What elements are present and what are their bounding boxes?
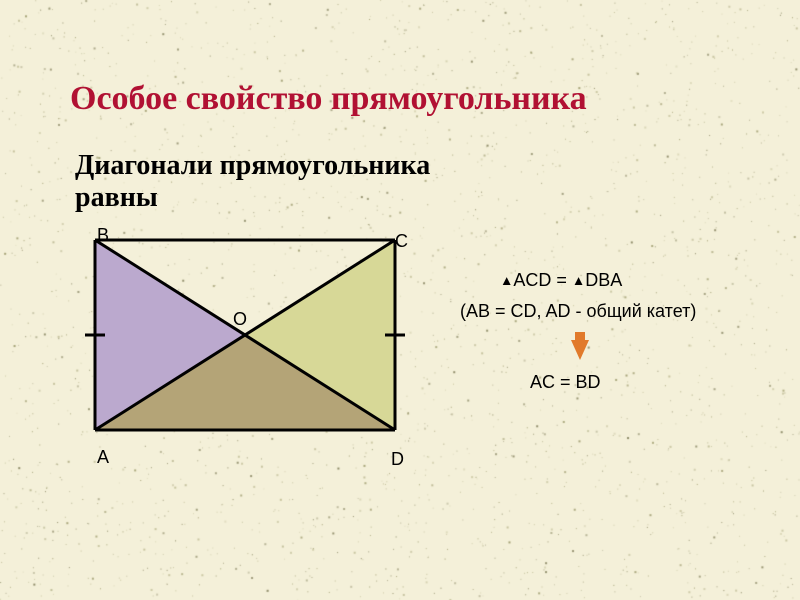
proof-congruence: ▲ACD = ▲DBA	[460, 270, 800, 291]
slide-subtitle: Диагонали прямоугольника равны	[75, 150, 430, 214]
proof-l1b: DBA	[585, 270, 622, 290]
subtitle-line1: Диагонали прямоугольника	[75, 150, 430, 182]
slide-content: Особое свойство прямоугольника Диагонали…	[0, 0, 800, 600]
proof-block: ▲ACD = ▲DBA (AB = CD, AD - общий катет) …	[460, 270, 800, 403]
subtitle-line2: равны	[75, 182, 430, 214]
triangle-icon: ▲	[572, 273, 585, 288]
center-o-label: O	[233, 309, 247, 330]
rectangle-svg	[80, 220, 410, 450]
proof-arrow-wrap	[460, 332, 800, 372]
vertex-a-label: A	[97, 447, 109, 468]
vertex-d-label: D	[391, 449, 404, 470]
proof-l1a: ACD =	[513, 270, 572, 290]
slide-title: Особое свойство прямоугольника	[70, 80, 587, 118]
vertex-c-label: C	[395, 231, 408, 252]
rectangle-diagram: A B C D O	[80, 220, 410, 455]
proof-conclusion: AC = BD	[460, 372, 800, 393]
triangle-icon: ▲	[500, 273, 513, 288]
proof-reason: (AB = CD, AD - общий катет)	[460, 301, 800, 322]
vertex-b-label: B	[97, 225, 109, 246]
arrow-down-icon	[571, 340, 589, 360]
